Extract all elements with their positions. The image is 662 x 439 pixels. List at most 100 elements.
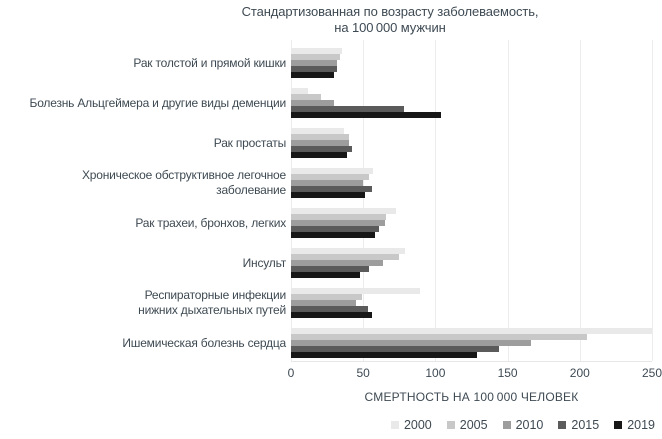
bar-2005	[291, 254, 400, 260]
bar-group	[291, 200, 652, 240]
category-label: Болезнь Альцгеймера и другие виды деменц…	[29, 95, 287, 110]
category-label: Респираторные инфекции нижних дыхательны…	[138, 288, 286, 317]
chart-row: Рак трахеи, бронхов, легких	[0, 200, 652, 240]
x-tick-100: 100	[425, 366, 446, 380]
bar-2005	[291, 334, 588, 340]
bar-2015	[291, 146, 352, 152]
category-label: Хроническое обструктивное легочное забол…	[81, 168, 286, 197]
bar-2019	[291, 112, 442, 118]
legend-item-2000: 2000	[390, 418, 432, 432]
legend-swatch-2005	[446, 421, 455, 429]
legend: 2000 2005 2010 2015 2019	[291, 418, 655, 432]
x-tick-250: 250	[641, 366, 662, 380]
legend-swatch-2019	[614, 421, 623, 429]
chart-row: Рак толстой и прямой кишки	[0, 40, 652, 80]
bar-2000	[291, 128, 345, 134]
gridline-200	[579, 40, 581, 361]
category-label: Ишемическая болезнь сердца	[122, 335, 286, 350]
bar-group	[291, 160, 652, 200]
gridline-100	[435, 40, 437, 361]
bar-2005	[291, 174, 369, 180]
legend-item-2019: 2019	[614, 418, 655, 432]
category-label: Рак простаты	[213, 135, 286, 150]
x-axis-label: СМЕРТНОСТЬ НА 100 000 ЧЕЛОВЕК	[364, 390, 579, 404]
bar-2019	[291, 232, 375, 238]
bar-group	[291, 320, 652, 360]
bar-2019	[291, 72, 335, 78]
plot-grid	[291, 40, 653, 362]
chart-row: Рак простаты	[0, 120, 652, 160]
bar-2010	[291, 300, 356, 306]
bar-2010	[291, 260, 384, 266]
bar-2005	[291, 54, 341, 60]
legend-item-2010: 2010	[502, 418, 544, 432]
legend-label-2000: 2000	[403, 418, 432, 432]
bar-2019	[291, 272, 361, 278]
bar-group	[291, 240, 652, 280]
x-tick-200: 200	[569, 366, 590, 380]
bar-2005	[291, 134, 349, 140]
bar-2005	[291, 214, 387, 220]
chart-title-line2: на 100 000 мужчин	[334, 20, 446, 35]
chart-row: Болезнь Альцгеймера и другие виды деменц…	[0, 80, 652, 120]
legend-label-2005: 2005	[459, 418, 488, 432]
bar-2015	[291, 306, 368, 312]
bar-2005	[291, 94, 322, 100]
x-axis-ticks: 0 50 100 150 200 250	[287, 366, 662, 382]
legend-item-2005: 2005	[446, 418, 488, 432]
bar-2000	[291, 248, 406, 254]
bar-2000	[291, 328, 652, 334]
x-tick-150: 150	[497, 366, 518, 380]
legend-swatch-2015	[558, 421, 567, 429]
legend-label-2015: 2015	[571, 418, 600, 432]
legend-item-2015: 2015	[558, 418, 599, 432]
bar-2000	[291, 48, 342, 54]
bar-group	[291, 40, 652, 80]
bar-2000	[291, 88, 309, 94]
plot-rows: Рак толстой и прямой кишки Болезнь Альцге…	[0, 40, 652, 360]
gridline-250	[652, 40, 653, 361]
chart-title-line1: Стандартизованная по возрасту заболеваем…	[241, 4, 539, 19]
bar-2015	[291, 266, 369, 272]
bar-2010	[291, 140, 349, 146]
chart-row: Инсульт	[0, 240, 652, 280]
bar-2015	[291, 226, 380, 232]
bar-2015	[291, 106, 404, 112]
bar-2010	[291, 220, 385, 226]
bar-2019	[291, 192, 365, 198]
chart-row: Хроническое обструктивное легочное забол…	[0, 160, 652, 200]
category-label: Инсульт	[242, 255, 287, 270]
category-label: Рак толстой и прямой кишки	[133, 55, 286, 70]
x-tick-0: 0	[287, 366, 295, 380]
gridline-0	[291, 40, 292, 361]
bar-2015	[291, 346, 499, 352]
bar-group	[291, 80, 652, 120]
bar-2000	[291, 208, 397, 214]
bar-2005	[291, 294, 362, 300]
bar-group	[291, 280, 652, 320]
gridline-50	[363, 40, 365, 361]
bar-2015	[291, 186, 372, 192]
category-label: Рак трахеи, бронхов, легких	[135, 215, 286, 230]
legend-label-2010: 2010	[515, 418, 544, 432]
legend-swatch-2000	[390, 421, 399, 429]
bar-2010	[291, 180, 364, 186]
bar-2019	[291, 312, 372, 318]
bar-group	[291, 120, 652, 160]
legend-label-2019: 2019	[627, 418, 655, 432]
bar-2000	[291, 288, 420, 294]
x-tick-50: 50	[356, 366, 370, 380]
bar-2010	[291, 340, 531, 346]
bar-2019	[291, 152, 348, 158]
chart-row: Ишемическая болезнь сердца	[0, 320, 652, 360]
bar-2015	[291, 66, 338, 72]
bar-2010	[291, 60, 338, 66]
chart-title: Стандартизованная по возрасту заболеваем…	[120, 4, 660, 36]
legend-swatch-2010	[502, 421, 511, 429]
bar-2000	[291, 168, 374, 174]
gridline-150	[507, 40, 509, 361]
bar-2019	[291, 352, 478, 358]
bar-2010	[291, 100, 335, 106]
chart-row: Респираторные инфекции нижних дыхательны…	[0, 280, 652, 320]
